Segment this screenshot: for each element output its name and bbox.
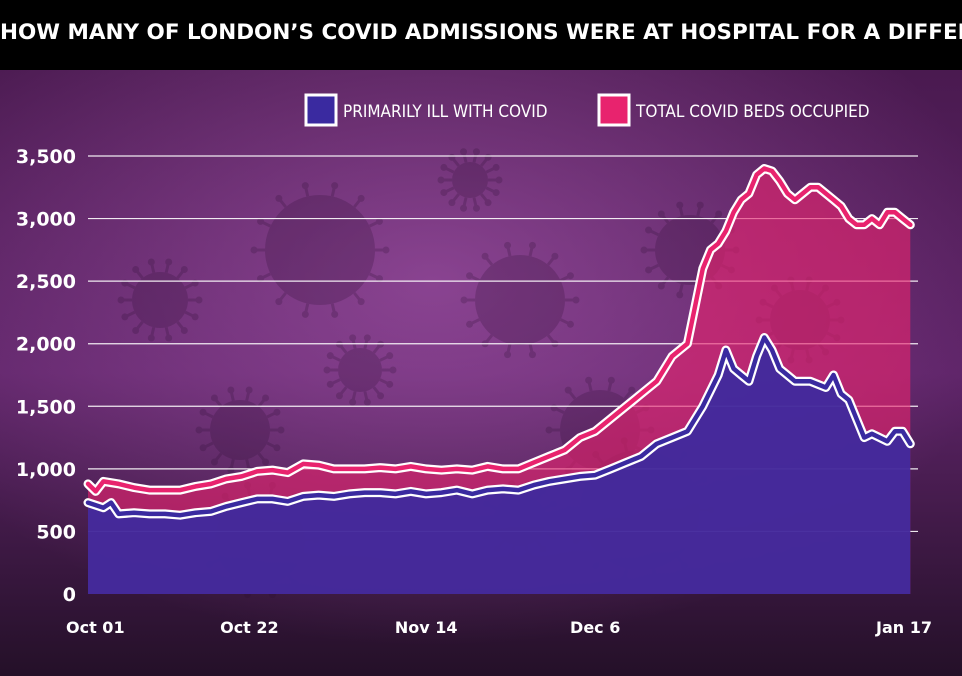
x-tick-label: Oct 01 [66, 618, 125, 637]
legend-item-total-beds: TOTAL COVID BEDS OCCUPIED [597, 93, 870, 127]
x-tick-label: Nov 14 [395, 618, 458, 637]
virus-shape [117, 258, 203, 342]
legend-item-primarily-ill: PRIMARILY ILL WITH COVID [304, 93, 548, 127]
legend-label: TOTAL COVID BEDS OCCUPIED [635, 102, 870, 122]
virus-shape [437, 148, 503, 212]
y-tick-label: 2,000 [16, 334, 76, 356]
x-tick-label: Oct 22 [220, 618, 279, 637]
primarily-ill-line [85, 335, 913, 518]
y-tick-label: 2,500 [16, 271, 76, 293]
y-axis-ticks: 3,500 3,000 2,500 2,000 1,500 1,000 500 0 [16, 146, 76, 606]
virus-shape [250, 182, 390, 318]
y-tick-label: 3,500 [16, 146, 76, 168]
virus-shape [195, 386, 285, 474]
y-tick-label: 1,000 [16, 459, 76, 481]
legend-swatch [597, 93, 631, 127]
primarily-ill-area [88, 337, 911, 594]
y-tick-label: 3,000 [16, 209, 76, 231]
x-tick-label: Dec 6 [570, 618, 620, 637]
x-tick-label: Jan 17 [875, 618, 932, 637]
data-lines [83, 164, 915, 520]
legend-label: PRIMARILY ILL WITH COVID [343, 102, 548, 122]
virus-shape [460, 241, 580, 359]
title-bar: HOW MANY OF LONDON’S COVID ADMISSIONS WE… [0, 0, 962, 70]
virus-shape [323, 334, 397, 406]
y-tick-label: 500 [36, 521, 76, 543]
chart-title: HOW MANY OF LONDON’S COVID ADMISSIONS WE… [0, 20, 962, 45]
y-tick-label: 1,500 [16, 396, 76, 418]
x-axis-ticks: Oct 01 Oct 22 Nov 14 Dec 6 Jan 17 [66, 618, 932, 637]
legend-swatch [304, 93, 338, 127]
legend: PRIMARILY ILL WITH COVID TOTAL COVID BEDS… [304, 93, 870, 127]
total-beds-line [85, 166, 913, 494]
y-tick-label: 0 [63, 584, 76, 606]
